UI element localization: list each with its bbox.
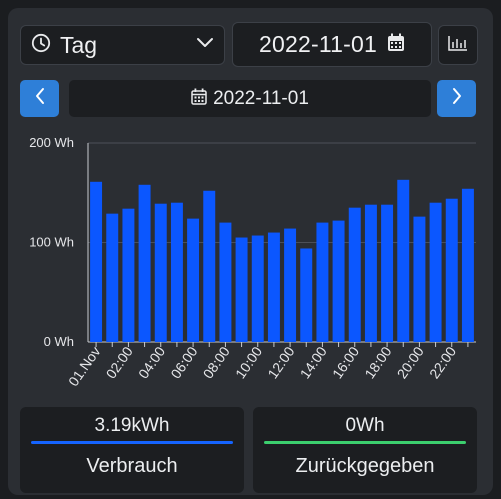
x-tick-label: 08:00 [200, 343, 233, 381]
bar-14:00 [316, 222, 329, 342]
bar-01:00 [106, 213, 119, 342]
x-tick-label: 20:00 [394, 343, 427, 381]
chevron-left-icon [34, 87, 46, 110]
x-tick-label: 01.Nov [65, 344, 104, 390]
chart-type-button[interactable] [438, 25, 478, 65]
bar-11:00 [267, 232, 280, 342]
chevron-down-icon [196, 36, 214, 54]
calendar-icon [191, 88, 207, 110]
consumption-label: Verbrauch [86, 455, 178, 477]
y-tick-label: 100 Wh [29, 235, 74, 250]
x-tick-label: 16:00 [329, 343, 362, 381]
current-date-display[interactable]: 2022-11-01 [69, 80, 431, 117]
x-tick-label: 22:00 [426, 343, 459, 381]
bar-21:00 [429, 202, 442, 342]
date-input[interactable]: 2022-11-01 [232, 22, 432, 67]
date-input-value: 2022-11-01 [259, 31, 377, 57]
bar-02:00 [122, 208, 135, 342]
x-tick-label: 06:00 [167, 343, 200, 381]
bar-03:00 [138, 184, 151, 342]
bar-17:00 [364, 204, 377, 342]
energy-panel: Tag 2022-11-01 2022-11-01 0 Wh 100 Wh 200 … [8, 8, 493, 495]
consumption-indicator [31, 441, 233, 444]
clock-icon [31, 33, 51, 58]
bar-chart-icon [448, 35, 468, 56]
y-tick-label: 0 Wh [44, 334, 74, 349]
chevron-right-icon [451, 87, 463, 110]
calendar-icon [387, 33, 405, 57]
bar-20:00 [413, 216, 426, 342]
bar-15:00 [332, 220, 345, 342]
bar-06:00 [187, 218, 200, 342]
bar-16:00 [348, 207, 361, 342]
x-tick-label: 04:00 [135, 343, 168, 381]
x-tick-label: 10:00 [232, 343, 265, 381]
bar-01.Nov [90, 181, 103, 342]
bar-09:00 [235, 237, 248, 342]
returned-label: Zurückgegeben [295, 455, 435, 477]
bar-22:00 [445, 198, 458, 342]
period-select[interactable]: Tag [20, 25, 225, 65]
x-tick-label: 02:00 [103, 343, 136, 381]
bar-10:00 [251, 235, 264, 342]
y-tick-label: 200 Wh [29, 135, 74, 150]
x-tick-label: 18:00 [361, 343, 394, 381]
returned-card: 0Wh Zurückgegeben [253, 407, 477, 493]
bar-08:00 [219, 222, 232, 342]
bar-12:00 [284, 228, 297, 342]
consumption-value: 3.19kWh [94, 415, 170, 436]
bar-19:00 [397, 179, 410, 342]
bar-18:00 [381, 204, 394, 342]
previous-day-button[interactable] [20, 80, 59, 117]
bar-05:00 [170, 202, 183, 342]
energy-bar-chart: 0 Wh 100 Wh 200 Wh 01.Nov 02:00 04:00 06:00 08:… [29, 135, 476, 390]
current-date-label: 2022-11-01 [213, 87, 309, 109]
next-day-button[interactable] [437, 80, 476, 117]
x-tick-label: 12:00 [264, 343, 297, 381]
bar-23:00 [461, 188, 474, 342]
returned-value: 0Wh [345, 415, 385, 436]
consumption-card: 3.19kWh Verbrauch [20, 407, 244, 493]
bar-13:00 [300, 248, 313, 342]
returned-indicator [264, 441, 466, 444]
bar-07:00 [203, 190, 216, 342]
period-select-value: Tag [60, 31, 98, 58]
x-tick-label: 14:00 [297, 343, 330, 381]
bar-04:00 [154, 203, 167, 342]
